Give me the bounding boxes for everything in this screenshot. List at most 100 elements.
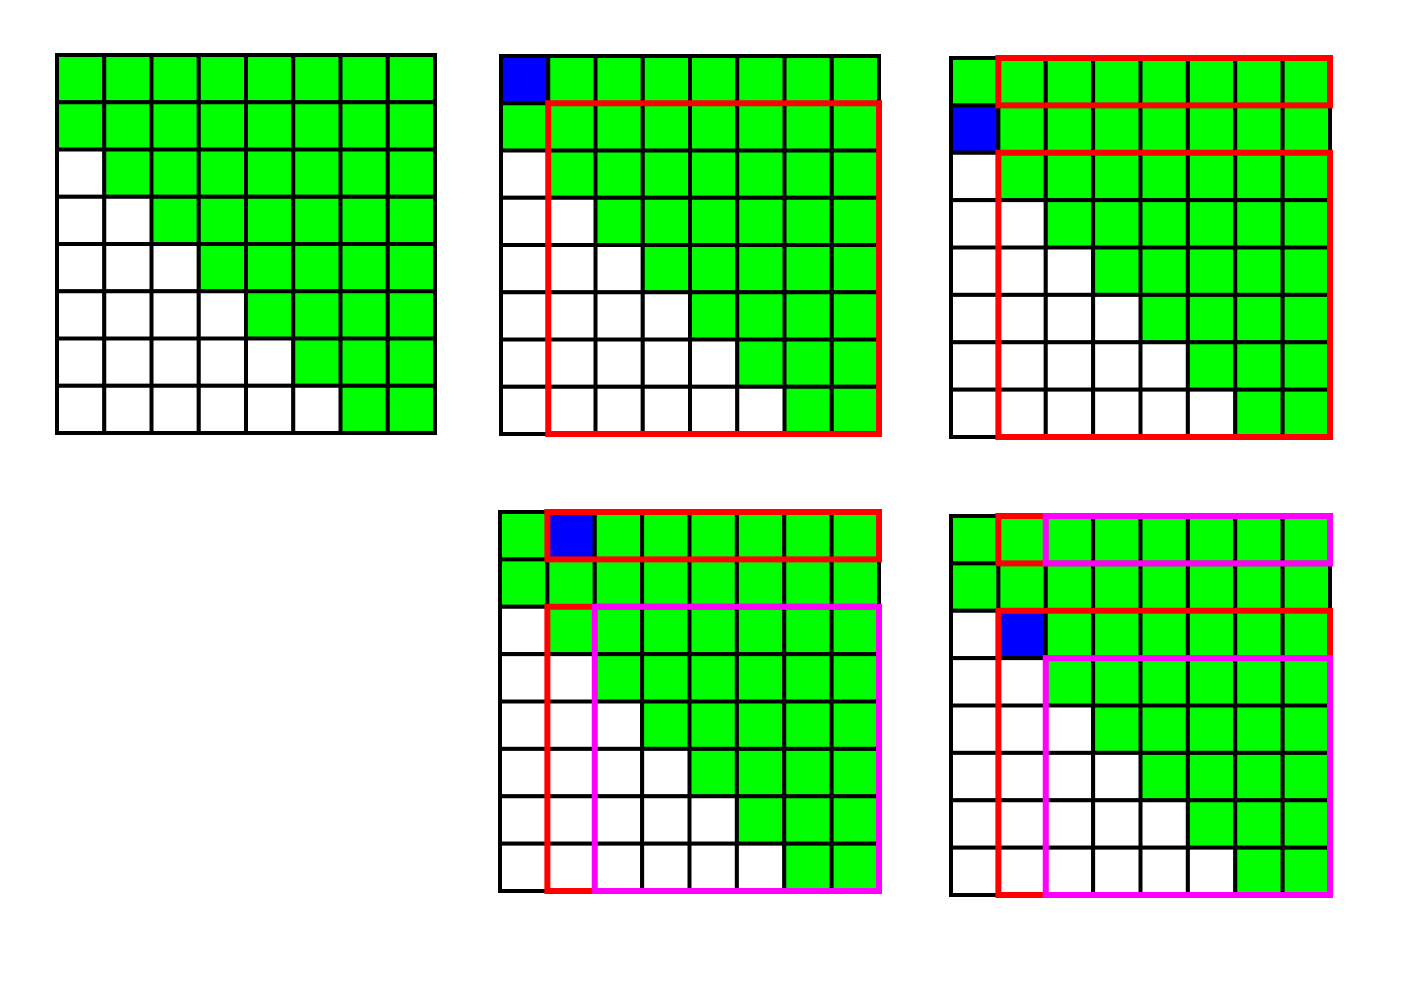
- matrix-cell: [829, 699, 881, 751]
- matrix-cell: [949, 514, 1001, 566]
- matrix-cell: [640, 699, 692, 751]
- matrix-cell: [546, 337, 598, 389]
- matrix-cell: [498, 510, 550, 562]
- matrix-grid: [949, 513, 1333, 898]
- matrix-cell: [1280, 798, 1332, 850]
- matrix-cell: [1091, 150, 1143, 203]
- red-outline: [545, 100, 882, 437]
- matrix-cell: [735, 337, 787, 389]
- matrix-cell: [949, 845, 1001, 897]
- matrix-cell: [196, 383, 248, 435]
- matrix-cell: [949, 292, 1001, 345]
- matrix-cell: [385, 53, 437, 105]
- matrix-cell: [688, 54, 740, 106]
- matrix-cell: [640, 384, 692, 436]
- matrix-cell: [640, 557, 692, 609]
- matrix-cell: [1138, 845, 1190, 897]
- matrix-cell: [1185, 798, 1238, 850]
- matrix-cell: [996, 387, 1048, 439]
- matrix-cell: [782, 243, 834, 295]
- matrix-cell: [688, 101, 740, 153]
- matrix-cell: [829, 195, 881, 247]
- matrix-cell: [640, 746, 692, 799]
- matrix-cell: [385, 383, 437, 435]
- matrix-cell: [593, 243, 645, 295]
- matrix-cell: [1185, 387, 1238, 439]
- matrix-grid: [499, 54, 882, 437]
- matrix-cell: [545, 746, 597, 799]
- matrix-cell: [1138, 561, 1190, 613]
- matrix-cell: [149, 147, 201, 199]
- matrix-cell: [498, 841, 550, 893]
- matrix-cell: [55, 53, 107, 105]
- matrix-cell: [592, 557, 645, 609]
- matrix-cell: [734, 699, 787, 751]
- matrix-cell: [338, 242, 390, 294]
- matrix-cell: [102, 289, 154, 341]
- matrix-cell: [55, 289, 107, 341]
- matrix-cell: [640, 101, 692, 153]
- matrix-cell: [593, 337, 645, 389]
- matrix-cell: [1280, 845, 1332, 897]
- matrix-cell: [149, 336, 201, 388]
- matrix-cell: [592, 652, 645, 704]
- matrix-cell: [949, 103, 1001, 155]
- matrix-cell: [1185, 703, 1238, 755]
- matrix-cell: [1185, 561, 1238, 613]
- matrix-cell: [1091, 56, 1143, 108]
- matrix-cell: [149, 383, 201, 435]
- matrix-cell: [1185, 198, 1238, 250]
- matrix-cell: [102, 194, 154, 246]
- matrix-cell: [782, 841, 834, 893]
- matrix-cell: [55, 100, 107, 152]
- matrix-cell: [545, 557, 597, 609]
- matrix-cell: [996, 150, 1048, 203]
- matrix-cell: [1185, 514, 1238, 566]
- matrix-cell: [1233, 608, 1285, 661]
- matrix-cell: [1280, 103, 1332, 155]
- matrix-cell: [1185, 750, 1238, 803]
- matrix-cell: [996, 340, 1048, 392]
- matrix-cell: [1091, 656, 1143, 708]
- matrix-cell: [1043, 514, 1096, 566]
- matrix-cell: [1280, 292, 1332, 345]
- matrix-cell: [949, 387, 1001, 439]
- matrix-cell: [291, 100, 343, 152]
- matrix-cell: [782, 101, 834, 153]
- matrix-cell: [1138, 750, 1190, 803]
- matrix-cell: [687, 557, 739, 609]
- matrix-cell: [688, 195, 740, 247]
- matrix-cell: [687, 652, 739, 704]
- matrix-cell: [1185, 608, 1238, 661]
- matrix-cell: [545, 699, 597, 751]
- matrix-cell: [499, 290, 551, 342]
- matrix-cell: [1091, 514, 1143, 566]
- matrix-cell: [1091, 750, 1143, 803]
- matrix-cell: [782, 604, 834, 657]
- matrix-cell: [687, 510, 739, 562]
- matrix-cell: [734, 510, 787, 562]
- matrix-cell: [782, 794, 834, 846]
- matrix-cell: [735, 101, 787, 153]
- matrix-cell: [1043, 561, 1096, 613]
- matrix-cell: [1185, 845, 1238, 897]
- matrix-cell: [499, 195, 551, 247]
- matrix-cell: [1233, 387, 1285, 439]
- matrix-cell: [102, 100, 154, 152]
- matrix-cell: [949, 798, 1001, 850]
- matrix-cell: [498, 699, 550, 751]
- red-outline: [995, 55, 1333, 109]
- matrix-cell: [1138, 656, 1190, 708]
- matrix-cell: [1280, 245, 1332, 297]
- matrix-cell: [1091, 608, 1143, 661]
- matrix-cell: [1138, 340, 1190, 392]
- matrix-cell: [640, 652, 692, 704]
- matrix-cell: [996, 608, 1048, 661]
- matrix-cell: [734, 746, 787, 799]
- matrix-cell: [593, 384, 645, 436]
- matrix-cell: [499, 337, 551, 389]
- matrix-cell: [291, 383, 343, 435]
- matrix-cell: [244, 336, 296, 388]
- matrix-cell: [640, 54, 692, 106]
